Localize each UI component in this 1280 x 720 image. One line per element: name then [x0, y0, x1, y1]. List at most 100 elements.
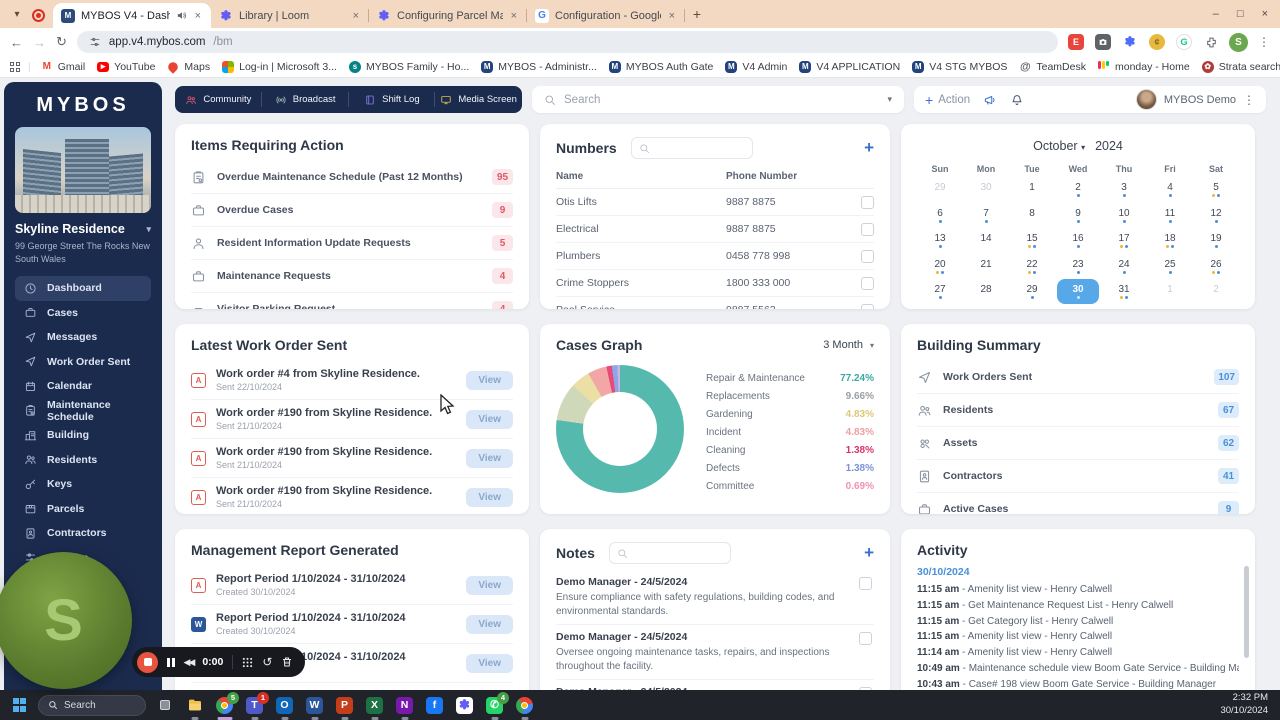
browser-menu-icon[interactable]: ⋮: [1258, 35, 1270, 49]
view-button[interactable]: View: [466, 487, 513, 507]
taskbar-outlook-icon[interactable]: O: [273, 694, 296, 720]
calendar-day[interactable]: 26: [1193, 254, 1239, 280]
calendar-month-select[interactable]: October ▾: [1033, 139, 1086, 153]
tab-close-icon[interactable]: ×: [194, 9, 201, 22]
calendar-day[interactable]: 23: [1055, 254, 1101, 280]
tab-close-icon[interactable]: ×: [352, 9, 359, 22]
calendar-day[interactable]: 28: [980, 284, 992, 296]
calendar-day[interactable]: 12: [1193, 203, 1239, 229]
note-checkbox[interactable]: [859, 577, 872, 590]
calendar-day[interactable]: 5: [1193, 177, 1239, 203]
row-checkbox[interactable]: [861, 249, 874, 263]
calendar-day[interactable]: 30: [980, 182, 992, 194]
back-button[interactable]: ←: [10, 34, 23, 50]
activity-date-link[interactable]: 30/10/2024: [917, 566, 970, 578]
action-item-row[interactable]: Maintenance Requests 4: [191, 260, 513, 293]
tab-close-icon[interactable]: ×: [668, 9, 675, 22]
browser-tab[interactable]: G Configuration - Google Search ×: [527, 3, 685, 28]
summary-row[interactable]: Assets 62: [917, 427, 1239, 460]
calendar-day[interactable]: 19: [1193, 228, 1239, 254]
sidebar-item-calendar[interactable]: Calendar: [15, 374, 151, 399]
calendar-day[interactable]: 9: [1193, 305, 1239, 310]
calendar-day[interactable]: 2: [1213, 284, 1219, 296]
megaphone-icon[interactable]: [983, 93, 997, 107]
row-checkbox[interactable]: [861, 195, 874, 209]
summary-row[interactable]: Active Cases 9: [917, 493, 1239, 514]
taskbar-powerpoint-icon[interactable]: P: [333, 694, 356, 720]
window-minimize-button[interactable]: –: [1212, 8, 1219, 20]
row-checkbox[interactable]: [861, 222, 874, 236]
sidebar-item-building[interactable]: Building: [15, 423, 151, 448]
user-menu[interactable]: MYBOS Demo ⋮: [1135, 89, 1255, 110]
loom-restart-button[interactable]: ↺: [262, 655, 273, 669]
calendar-day[interactable]: 18: [1147, 228, 1193, 254]
nav-pill-shift-log[interactable]: Shift Log: [349, 86, 436, 113]
view-button[interactable]: View: [466, 653, 513, 673]
calendar-day[interactable]: 17: [1101, 228, 1147, 254]
forward-button[interactable]: →: [33, 34, 46, 50]
calendar-day[interactable]: 4: [1147, 177, 1193, 203]
calendar-day[interactable]: 29: [934, 182, 946, 194]
bookmark-item[interactable]: M V4 APPLICATION: [793, 60, 906, 73]
browser-tab[interactable]: M MYBOS V4 - Dashboard ×: [53, 3, 211, 28]
building-selector[interactable]: Skyline Residence ▾: [15, 222, 151, 236]
url-bar[interactable]: app.v4.mybos.com/bm: [76, 31, 1058, 53]
note-checkbox[interactable]: [859, 632, 872, 645]
calendar-day[interactable]: 29: [1009, 279, 1055, 305]
global-search-input[interactable]: Search ▾: [532, 86, 904, 113]
taskbar-chrome-icon[interactable]: 5: [213, 691, 239, 720]
taskbar-word-icon[interactable]: W: [303, 694, 326, 720]
bookmark-item[interactable]: @ TeamDesk: [1013, 61, 1092, 73]
loom-stop-button[interactable]: [137, 651, 158, 673]
view-button[interactable]: View: [466, 575, 513, 595]
calendar-day[interactable]: 7: [1101, 305, 1147, 310]
calendar-day[interactable]: 15: [1009, 228, 1055, 254]
calendar-day[interactable]: 10: [1101, 203, 1147, 229]
add-note-button[interactable]: +: [864, 543, 874, 562]
loom-camera-bubble[interactable]: S: [0, 552, 132, 689]
calendar-day[interactable]: 8: [1029, 207, 1035, 219]
sidebar-item-work-order-sent[interactable]: Work Order Sent: [15, 350, 151, 375]
apps-grid-icon[interactable]: [10, 61, 20, 72]
calendar-day[interactable]: 30: [1055, 279, 1101, 305]
nav-pill-community[interactable]: Community: [175, 86, 262, 113]
sidebar-item-residents[interactable]: Residents: [15, 448, 151, 473]
taskbar-chrome2-icon[interactable]: [513, 694, 536, 720]
notes-search-input[interactable]: [608, 542, 731, 564]
calendar-day[interactable]: 9: [1055, 203, 1101, 229]
bookmark-item[interactable]: Log-in | Microsoft 3...: [216, 60, 343, 73]
taskbar-loom-icon[interactable]: ✽: [453, 694, 476, 717]
calendar-day[interactable]: 16: [1055, 228, 1101, 254]
bookmark-item[interactable]: ▸ YouTube: [91, 61, 161, 73]
note-checkbox[interactable]: [859, 687, 872, 690]
start-button[interactable]: [8, 694, 31, 717]
bookmark-item[interactable]: M V4 Admin: [719, 60, 793, 73]
action-item-row[interactable]: Resident Information Update Requests 5: [191, 227, 513, 260]
calendar-day[interactable]: 7: [963, 203, 1009, 229]
action-item-row[interactable]: Overdue Cases 9: [191, 194, 513, 227]
sidebar-item-contractors[interactable]: Contractors: [15, 521, 151, 546]
loom-rewind-button[interactable]: ◀◀: [183, 656, 196, 667]
calendar-day[interactable]: 6: [1055, 305, 1101, 310]
tab-close-icon[interactable]: ×: [510, 9, 517, 22]
numbers-search-input[interactable]: [630, 137, 753, 159]
new-tab-button[interactable]: +: [692, 6, 702, 22]
summary-row[interactable]: Residents 67: [917, 394, 1239, 427]
sidebar-item-maintenance-schedule[interactable]: Maintenance Schedule: [15, 399, 151, 424]
loom-drag-handle-icon[interactable]: [242, 657, 253, 668]
nav-pill-broadcast[interactable]: Broadcast: [262, 86, 349, 113]
taskbar-taskview-icon[interactable]: [153, 694, 176, 717]
taskbar-onenote-icon[interactable]: N: [393, 694, 416, 720]
summary-row[interactable]: Contractors 41: [917, 460, 1239, 493]
browser-tab[interactable]: ✽ Configuring Parcel Manageme ×: [369, 3, 527, 28]
kebab-menu-icon[interactable]: ⋮: [1243, 92, 1255, 107]
calendar-day[interactable]: 6: [917, 203, 963, 229]
tab-search-chevron-icon[interactable]: ▾: [14, 8, 20, 20]
calendar-day[interactable]: 27: [917, 279, 963, 305]
bookmark-item[interactable]: M MYBOS Auth Gate: [603, 60, 720, 73]
calendar-day[interactable]: 8: [1147, 305, 1193, 310]
calendar-day[interactable]: 11: [1147, 203, 1193, 229]
tab-audio-icon[interactable]: [176, 10, 187, 21]
site-settings-icon[interactable]: [89, 36, 101, 48]
